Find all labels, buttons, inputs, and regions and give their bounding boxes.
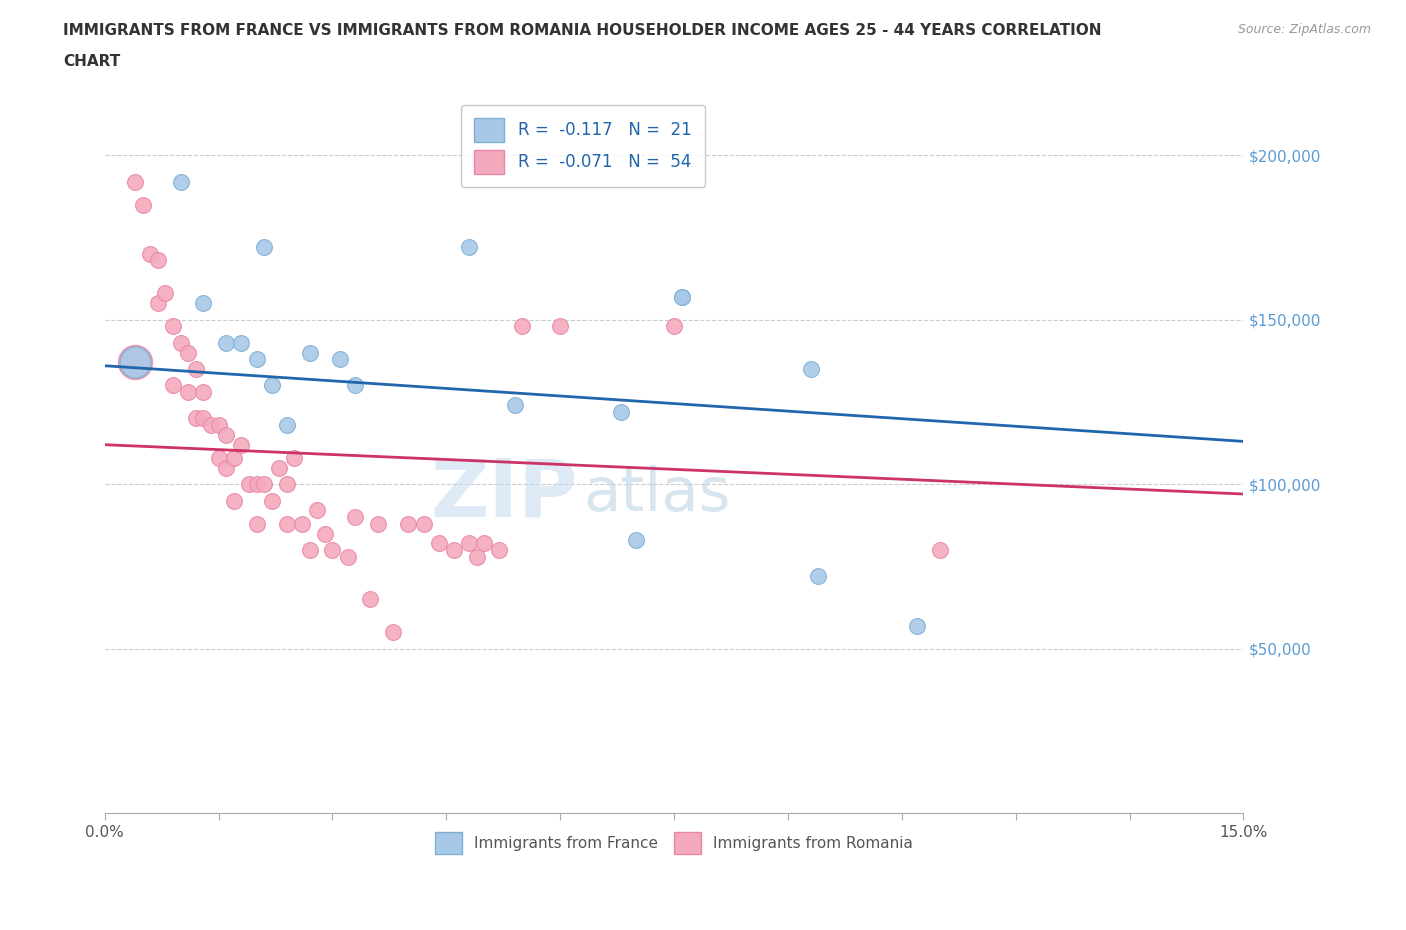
Point	[359, 591, 381, 606]
Point	[412, 516, 434, 531]
Point	[177, 385, 200, 400]
Point	[276, 418, 298, 432]
Point	[162, 378, 184, 392]
Point	[510, 319, 533, 334]
Point	[124, 355, 146, 370]
Point	[307, 503, 329, 518]
Point	[276, 516, 298, 531]
Point	[139, 246, 162, 261]
Point	[458, 536, 481, 551]
Point	[321, 542, 343, 557]
Point	[465, 549, 488, 564]
Point	[269, 460, 291, 475]
Point	[162, 319, 184, 334]
Point	[548, 319, 571, 334]
Point	[193, 296, 215, 311]
Point	[336, 549, 359, 564]
Point	[624, 533, 647, 548]
Point	[472, 536, 495, 551]
Point	[124, 355, 146, 370]
Point	[215, 428, 238, 443]
Point	[146, 296, 169, 311]
Point	[503, 398, 526, 413]
Point	[928, 542, 950, 557]
Point	[169, 174, 191, 189]
Text: CHART: CHART	[63, 54, 121, 69]
Point	[184, 362, 207, 377]
Point	[169, 336, 191, 351]
Point	[245, 352, 267, 366]
Point	[276, 477, 298, 492]
Point	[184, 411, 207, 426]
Point	[177, 345, 200, 360]
Point	[222, 493, 245, 508]
Point	[427, 536, 450, 551]
Point	[298, 542, 321, 557]
Point	[329, 352, 352, 366]
Point	[155, 286, 177, 300]
Text: IMMIGRANTS FROM FRANCE VS IMMIGRANTS FROM ROMANIA HOUSEHOLDER INCOME AGES 25 - 4: IMMIGRANTS FROM FRANCE VS IMMIGRANTS FRO…	[63, 23, 1102, 38]
Text: ZIP: ZIP	[430, 456, 578, 534]
Point	[193, 385, 215, 400]
Point	[344, 378, 367, 392]
Point	[291, 516, 314, 531]
Point	[396, 516, 419, 531]
Point	[124, 355, 146, 370]
Point	[367, 516, 389, 531]
Point	[131, 197, 153, 212]
Legend: Immigrants from France, Immigrants from Romania: Immigrants from France, Immigrants from …	[429, 826, 920, 859]
Point	[245, 477, 267, 492]
Point	[488, 542, 510, 557]
Point	[253, 240, 276, 255]
Text: Source: ZipAtlas.com: Source: ZipAtlas.com	[1237, 23, 1371, 36]
Point	[800, 362, 823, 377]
Point	[671, 289, 693, 304]
Point	[215, 460, 238, 475]
Point	[458, 240, 481, 255]
Point	[146, 253, 169, 268]
Point	[905, 618, 928, 633]
Point	[124, 174, 146, 189]
Point	[298, 345, 321, 360]
Point	[807, 569, 830, 584]
Point	[314, 526, 336, 541]
Point	[260, 378, 283, 392]
Point	[671, 289, 693, 304]
Point	[215, 336, 238, 351]
Point	[207, 450, 229, 465]
Point	[238, 477, 260, 492]
Point	[283, 450, 305, 465]
Point	[260, 493, 283, 508]
Point	[231, 437, 253, 452]
Point	[200, 418, 222, 432]
Point	[382, 625, 405, 640]
Point	[443, 542, 465, 557]
Point	[245, 516, 267, 531]
Point	[193, 411, 215, 426]
Point	[207, 418, 229, 432]
Point	[253, 477, 276, 492]
Point	[610, 405, 633, 419]
Point	[344, 510, 367, 525]
Text: atlas: atlas	[583, 465, 731, 525]
Point	[222, 450, 245, 465]
Point	[662, 319, 685, 334]
Point	[231, 336, 253, 351]
